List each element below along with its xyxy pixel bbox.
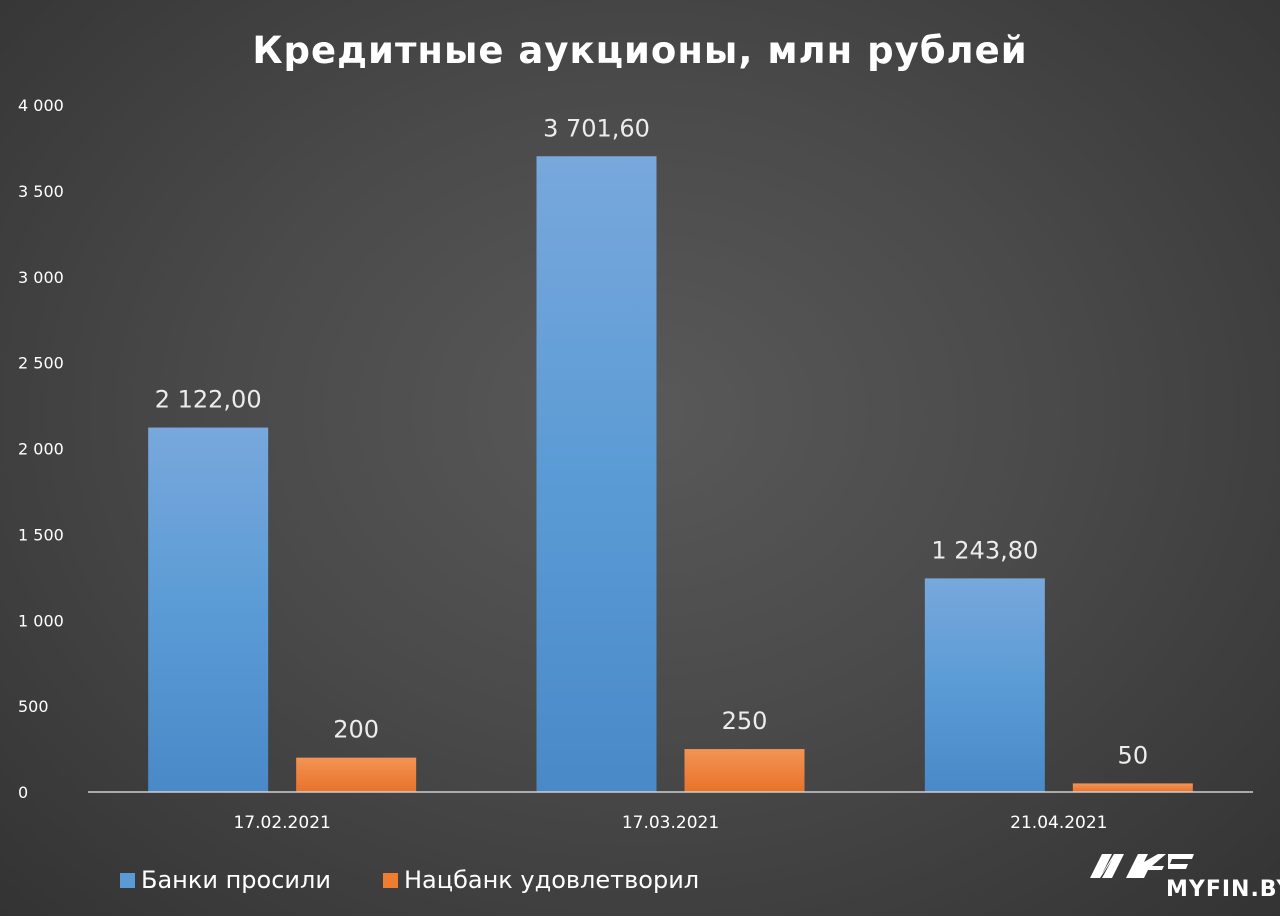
data-label: 3 701,60	[543, 114, 650, 142]
bar-banks	[536, 156, 657, 793]
bar-banks	[924, 578, 1045, 792]
myfin-logo-mark-icon	[1090, 854, 1194, 878]
y-tick-label: 0	[18, 783, 28, 802]
y-tick-label: 1 500	[18, 525, 64, 544]
legend-swatch-banks	[120, 873, 135, 888]
x-axis: 17.02.2021 17.03.2021 21.04.2021	[233, 813, 1107, 833]
data-label: 200	[333, 716, 379, 744]
watermark-text: MYFIN.BY	[1166, 877, 1280, 902]
legend-label-banks: Банки просили	[141, 866, 331, 894]
legend-item-natsbank: Нацбанк удовлетворил	[383, 866, 699, 894]
x-tick-label: 17.03.2021	[622, 813, 719, 833]
bar-banks	[148, 427, 269, 792]
legend-item-banks: Банки просили	[120, 866, 331, 894]
bars	[148, 156, 1193, 793]
y-tick-label: 1 000	[18, 611, 64, 630]
data-label: 250	[722, 707, 768, 735]
data-label: 2 122,00	[155, 386, 262, 414]
y-tick-label: 500	[18, 697, 49, 716]
y-tick-label: 3 500	[18, 182, 64, 201]
x-tick-label: 21.04.2021	[1010, 813, 1107, 833]
legend-swatch-natsbank	[383, 873, 398, 888]
y-tick-label: 2 500	[18, 354, 64, 373]
data-label: 1 243,80	[931, 536, 1038, 564]
chart-title: Кредитные аукционы, млн рублей	[252, 29, 1027, 72]
myfin-logo: MYFIN.BY	[1090, 854, 1280, 902]
bar-natsbank	[1072, 783, 1193, 792]
y-tick-label: 4 000	[18, 96, 64, 115]
data-labels: 2 122,00 200 3 701,60 250 1 243,80 50	[155, 114, 1148, 769]
data-label: 50	[1118, 741, 1149, 769]
y-tick-label: 2 000	[18, 440, 64, 459]
legend-label-natsbank: Нацбанк удовлетворил	[404, 866, 699, 894]
y-tick-label: 3 000	[18, 268, 64, 287]
bar-natsbank	[296, 757, 417, 792]
x-tick-label: 17.02.2021	[233, 813, 330, 833]
y-axis: 0 500 1 000 1 500 2 000 2 500 3 000 3 500 4 000	[18, 96, 64, 802]
legend: Банки просили Нацбанк удовлетворил	[120, 866, 699, 894]
bar-natsbank	[684, 749, 805, 792]
